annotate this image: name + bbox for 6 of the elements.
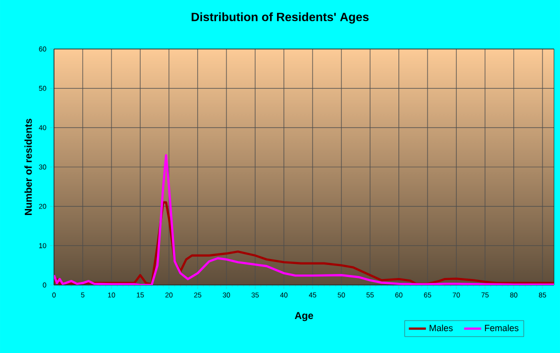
legend-label: Females [485,324,518,332]
line-series [54,154,554,285]
y-axis-title: Number of residents [24,118,32,215]
x-axis-title: Age [294,312,314,322]
chart-title: Distribution of Residents' Ages [192,12,369,24]
legend-label: Males [430,324,453,332]
